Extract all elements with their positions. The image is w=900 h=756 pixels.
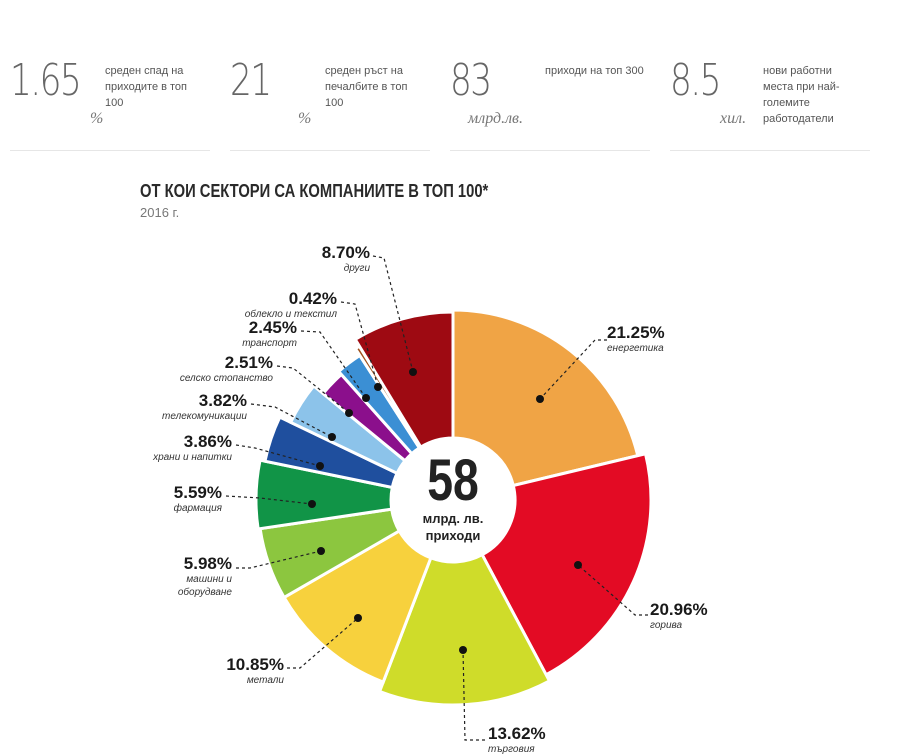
stat-desc: среден ръст на печалбите в топ 100: [325, 65, 408, 109]
slice-dot: [345, 409, 353, 417]
chart-subtitle: 2016 г.: [140, 205, 180, 220]
stat-desc: среден спад на приходите в топ 100: [105, 65, 188, 109]
slice-dot: [317, 547, 325, 555]
data-label: 21.25%: [607, 323, 665, 342]
label-fuel: 20.96% горива: [650, 601, 810, 632]
label-clothing: 0.42% облекло и текстил: [177, 290, 337, 321]
category-label: селско стопанство: [179, 373, 273, 384]
slice-0: [451, 308, 640, 488]
label-telecom: 3.82% телекомуникации: [87, 392, 247, 423]
data-label: 5.98%: [183, 554, 232, 573]
category-label: метали: [246, 675, 284, 686]
data-label: 20.96%: [650, 600, 708, 619]
total-value: 58: [427, 448, 479, 513]
slice-dot: [459, 646, 467, 654]
donut-hole: [391, 438, 515, 562]
stat-revenue-decline: 1.65 % среден спад на приходите в топ 10…: [10, 55, 210, 151]
slice-dot: [308, 500, 316, 508]
slice-dot: [328, 433, 336, 441]
stat-value: 8.5: [670, 55, 721, 106]
leader-line: [577, 564, 648, 616]
stat-value: 21: [230, 55, 272, 106]
category-label: други: [343, 263, 370, 274]
leader-line: [300, 330, 367, 399]
leader-line: [225, 495, 313, 505]
data-label: 0.42%: [288, 289, 337, 308]
category-label: машини и оборудване: [177, 574, 232, 598]
stat-unit: млрд.лв.: [468, 110, 523, 127]
data-label: 3.86%: [183, 432, 232, 451]
donut-center: 58 млрд. лв. приходи: [393, 452, 513, 544]
data-label: 2.45%: [248, 318, 297, 337]
stat-value: 83: [450, 55, 492, 106]
label-transport: 2.45% транспорт: [137, 319, 297, 350]
total-label: приходи: [425, 528, 481, 543]
stat-top300-revenue: 83 млрд.лв. приходи на топ 300: [450, 55, 650, 151]
stat-profit-growth: 21 % среден ръст на печалбите в топ 100: [230, 55, 430, 151]
stat-desc: приходи на топ 300: [545, 65, 644, 77]
leader-line: [250, 403, 333, 438]
slice-1: [480, 451, 653, 677]
slice-dot: [316, 462, 324, 470]
label-trade: 13.62% търговия: [488, 725, 648, 756]
slice-dot: [362, 394, 370, 402]
leader-line: [539, 339, 607, 400]
data-label: 3.82%: [198, 391, 247, 410]
data-label: 13.62%: [488, 724, 546, 743]
leader-line: [287, 617, 359, 669]
label-machines: 5.98% машини и оборудване: [72, 555, 232, 599]
label-other: 8.70% други: [210, 244, 370, 275]
slice-2: [377, 552, 552, 707]
data-label: 8.70%: [321, 243, 370, 262]
category-label: транспорт: [242, 338, 297, 349]
stat-unit: %: [90, 110, 104, 127]
label-pharma: 5.59% фармация: [62, 484, 222, 515]
category-label: горива: [650, 620, 683, 631]
chart-title: ОТ КОИ СЕКТОРИ СА КОМПАНИИТЕ В ТОП 100*: [140, 181, 489, 201]
slice-dot: [354, 614, 362, 622]
total-unit: млрд. лв.: [422, 511, 484, 526]
leader-line: [462, 649, 485, 741]
slice-dot: [409, 368, 417, 376]
stat-new-jobs: 8.5 хил. нови работни места при най-голе…: [670, 55, 870, 151]
data-label: 2.51%: [224, 353, 273, 372]
label-metals: 10.85% метали: [124, 656, 284, 687]
slice-dot: [536, 395, 544, 403]
stat-value: 1.65: [10, 55, 82, 106]
label-agriculture: 2.51% селско стопанство: [113, 354, 273, 385]
category-label: облекло и текстил: [244, 309, 337, 320]
data-label: 5.59%: [173, 483, 222, 502]
label-food: 3.86% храни и напитки: [72, 433, 232, 464]
category-label: телекомуникации: [162, 411, 247, 422]
category-label: фармация: [173, 503, 222, 514]
leader-line: [340, 301, 379, 388]
category-label: храни и напитки: [153, 452, 232, 463]
leader-line: [235, 444, 321, 467]
label-energy: 21.25% енергетика: [607, 324, 767, 355]
leader-line: [236, 550, 322, 569]
stat-unit: хил.: [720, 110, 747, 127]
data-label: 10.85%: [226, 655, 284, 674]
category-label: енергетика: [607, 343, 664, 354]
slice-dot: [374, 383, 382, 391]
slice-dot: [574, 561, 582, 569]
stat-unit: %: [298, 110, 312, 127]
stat-desc: нови работни места при най-големите рабо…: [763, 65, 840, 125]
